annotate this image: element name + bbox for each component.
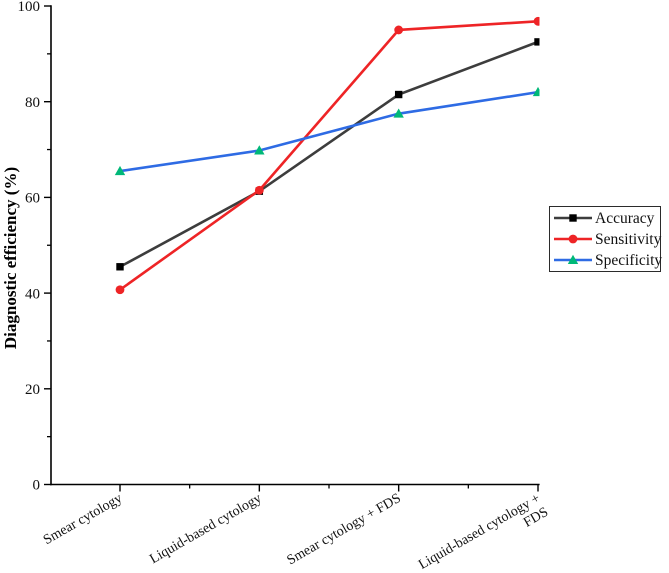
marker-sensitivity	[254, 185, 264, 195]
series-sensitivity	[115, 16, 540, 295]
marker-specificity	[532, 86, 540, 97]
marker-specificity	[114, 165, 126, 176]
series-specificity	[114, 86, 540, 176]
series-line-specificity	[119, 90, 539, 173]
y-tick-label: 0	[33, 478, 41, 494]
x-tick-label: Smear cytology + FDS	[285, 491, 404, 568]
y-tick-label: 60	[25, 191, 40, 207]
legend-label-specificity: Specificity	[595, 251, 663, 269]
legend-sample-accuracy-icon	[554, 214, 592, 222]
marker-specificity	[393, 108, 404, 118]
legend-item-accuracy: Accuracy	[553, 208, 660, 229]
series-line-accuracy	[119, 40, 539, 268]
legend-item-specificity: Specificity	[553, 250, 663, 271]
triangle-marker-icon	[567, 254, 579, 264]
series-accuracy	[116, 38, 540, 271]
marker-sensitivity	[394, 25, 404, 35]
legend-sample-specificity-icon	[554, 254, 592, 264]
series-line-sensitivity	[119, 20, 539, 291]
marker-accuracy	[116, 263, 124, 271]
x-tick-label: Liquid-based cytology	[147, 491, 264, 567]
square-marker-icon	[569, 214, 577, 222]
circle-marker-icon	[568, 234, 578, 244]
legend-item-sensitivity: Sensitivity	[553, 229, 662, 250]
marker-sensitivity	[115, 285, 125, 295]
x-tick-label: Smear cytology	[41, 491, 125, 548]
marker-specificity	[254, 145, 265, 155]
x-tick-label: Liquid-based cytology +FDS	[416, 491, 551, 573]
legend-label-sensitivity: Sensitivity	[595, 230, 662, 248]
marker-accuracy	[534, 38, 540, 46]
marker-accuracy	[394, 90, 403, 99]
y-tick-label: 100	[18, 0, 41, 15]
legend-sample-sensitivity-icon	[554, 234, 592, 244]
marker-sensitivity	[533, 16, 540, 26]
legend: Accuracy Sensitivity Specificity	[549, 206, 663, 272]
y-tick-label: 40	[25, 286, 40, 302]
y-tick-label: 20	[25, 382, 40, 398]
legend-label-accuracy: Accuracy	[595, 209, 655, 227]
y-tick-label: 80	[25, 95, 40, 111]
y-axis-title: Diagnostic efficiency (%)	[1, 167, 20, 349]
